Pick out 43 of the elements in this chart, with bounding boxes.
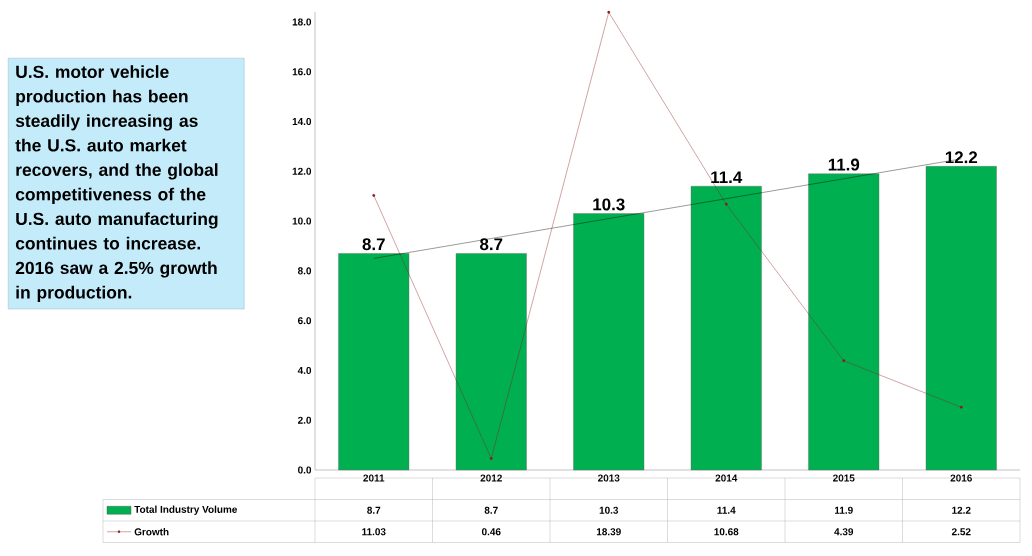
text: U.S. motor vehicle production has been steadily increasing as the U.S. auto market recovers, and the global competitiveness of the U.S. auto manufacturing continues to increase. 2016 saw a 2.5% growth in production.	[15, 65, 218, 303]
text: 11.4	[711, 171, 743, 184]
x-tick-label: 2013	[598, 474, 620, 482]
data-label: 11.03	[362, 528, 386, 536]
data-label: 10.68	[714, 528, 739, 536]
data-label: 0.46	[481, 528, 501, 536]
text: 12.2	[945, 151, 978, 164]
y-tick-label: 0.0	[298, 466, 312, 474]
data-label: 8.7	[484, 506, 498, 514]
x-tick-label: 2014	[715, 474, 738, 482]
point	[607, 10, 611, 14]
x-tick-label: 2015	[833, 474, 855, 482]
text: 10.3	[593, 198, 625, 211]
y-tick-label: 4.0	[297, 366, 312, 374]
point	[842, 359, 846, 363]
y-tick-label: 16.0	[292, 68, 312, 76]
text: 8.7	[362, 238, 385, 251]
legend-label: Total Industry Volume	[134, 505, 238, 515]
x-tick-label: 2012	[480, 474, 502, 482]
y-tick-label: 12.0	[292, 167, 312, 175]
point	[489, 457, 493, 460]
data-label: 11.9	[834, 506, 853, 514]
legend-label: Growth	[134, 528, 169, 536]
x-tick-label: 2011	[363, 474, 385, 482]
point	[372, 194, 376, 197]
y-tick-label: 8.0	[297, 267, 312, 275]
y-tick-label: 10.0	[292, 217, 312, 225]
data-label: 10.3	[599, 506, 619, 514]
data-label: 4.39	[834, 528, 854, 536]
point	[959, 405, 963, 409]
data-label: 8.7	[367, 506, 381, 514]
y-tick-label: 6.0	[297, 317, 312, 325]
data-label: 11.4	[717, 506, 736, 514]
y-tick-label: 14.0	[292, 117, 312, 126]
text: 8.7	[480, 238, 503, 251]
y-tick-label: 2.0	[297, 416, 312, 424]
point	[724, 202, 728, 206]
data-label: 18.39	[596, 528, 621, 536]
text: 11.9	[828, 158, 860, 171]
data-label: 12.2	[952, 506, 971, 514]
data-label: 2.52	[951, 528, 971, 536]
x-tick-label: 2016	[950, 474, 972, 482]
y-tick-label: 18.0	[292, 18, 312, 26]
